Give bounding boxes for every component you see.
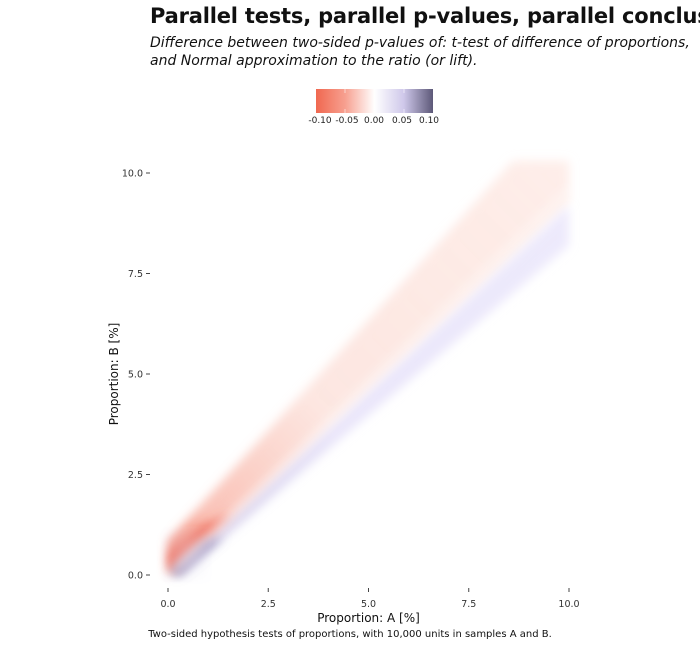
x-axis-tick-label: 10.0 xyxy=(558,599,579,610)
x-axis-label: Proportion: A [%] xyxy=(317,611,420,625)
y-axis-tick-label: 5.0 xyxy=(128,370,143,381)
chart-caption: Two-sided hypothesis tests of proportion… xyxy=(148,629,552,640)
y-axis-label: Proportion: B [%] xyxy=(107,323,121,426)
x-axis-tick-label: 2.5 xyxy=(261,599,276,610)
colorbar-tick-label: -0.05 xyxy=(335,116,359,126)
chart-subtitle: Difference between two-sided p-values of… xyxy=(150,35,690,69)
colorbar-tick-label: -0.10 xyxy=(308,116,332,126)
positive-difference-band xyxy=(172,205,569,575)
negative-difference-band xyxy=(168,160,569,573)
y-axis-tick-label: 2.5 xyxy=(128,470,143,481)
heatmap-bands xyxy=(168,160,571,575)
y-axis-tick-label: 7.5 xyxy=(128,269,143,280)
x-axis-tick-label: 5.0 xyxy=(361,599,376,610)
colorbar-legend xyxy=(316,89,433,113)
x-axis-tick-label: 0.0 xyxy=(160,599,175,610)
colorbar-tick-label: 0.00 xyxy=(363,116,385,126)
colorbar-tick-label: 0.10 xyxy=(418,116,440,126)
axes: 0.0 0.0 2.5 2.5 5.0 5.0 7.5 7.5 10.0 10.0 Proporti… xyxy=(107,169,580,626)
low-proportion-halo xyxy=(168,534,205,575)
zero-difference-diagonal xyxy=(172,187,571,571)
y-axis-tick-label: 0.0 xyxy=(128,571,143,582)
x-axis-tick-label: 7.5 xyxy=(461,599,476,610)
y-axis-tick-label: 10.0 xyxy=(122,169,143,180)
chart-title: Parallel tests, parallel p-values, paral… xyxy=(150,4,700,28)
colorbar-tick-label: 0.05 xyxy=(391,116,413,126)
